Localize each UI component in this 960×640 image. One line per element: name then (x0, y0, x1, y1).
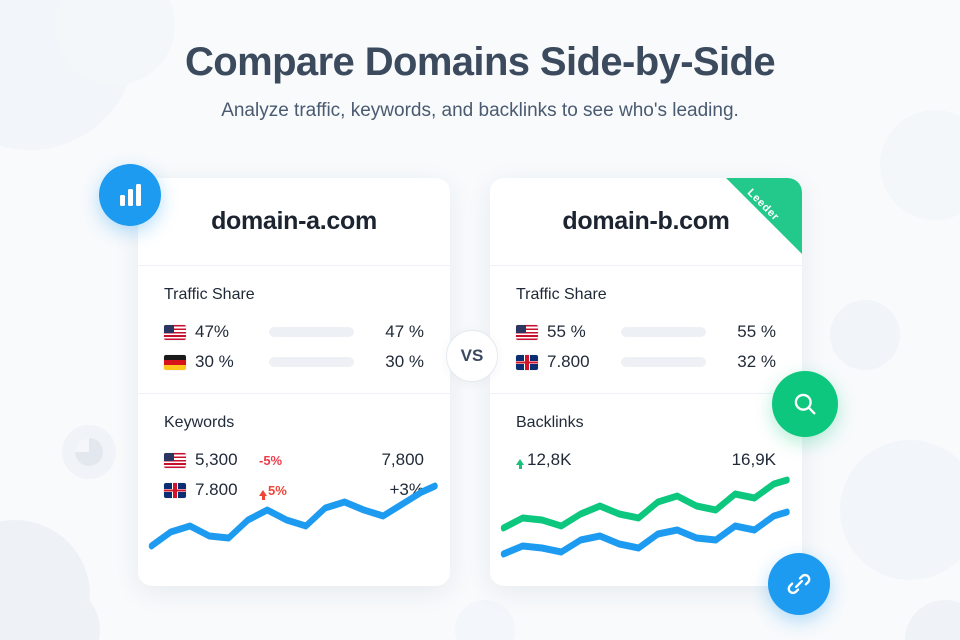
link-icon (787, 573, 811, 595)
card-header-a: domain-a.com (138, 178, 450, 266)
traffic-row: 55 % 55 % (516, 317, 776, 347)
section-title-traffic-share-a: Traffic Share (164, 286, 255, 303)
flag-de-icon (164, 354, 186, 370)
traffic-bar-track (621, 327, 706, 337)
traffic-percent: 47 % (385, 322, 424, 341)
domain-name-a: domain-a.com (211, 207, 377, 235)
search-badge[interactable] (772, 371, 838, 437)
traffic-value: 55 % (547, 322, 586, 341)
traffic-bar-track (269, 357, 354, 367)
search-icon (794, 393, 816, 415)
keyword-delta: 5% (259, 482, 287, 500)
link-badge[interactable] (768, 553, 830, 615)
traffic-bar-track (621, 357, 706, 367)
backlinks-section-b: Backlinks 12,8K 16,9K (490, 393, 802, 511)
sparkline-chart-a (138, 474, 450, 564)
section-title-keywords-a: Keywords (164, 414, 235, 431)
arrow-up-icon (516, 451, 525, 469)
traffic-percent: 32 % (737, 352, 776, 371)
backlink-compare-value: 16,9K (731, 450, 776, 469)
page-subtitle: Analyze traffic, keywords, and backlinks… (221, 100, 739, 121)
traffic-value: 7.800 (547, 352, 590, 371)
section-title-backlinks-b: Backlinks (516, 414, 584, 431)
leader-ribbon-label: Leeder (744, 186, 782, 224)
keyword-row: 5,300 -5% 7,800 (164, 445, 424, 475)
backlink-value: 12,8K (527, 450, 572, 469)
traffic-percent: 55 % (737, 322, 776, 341)
domain-name-b: domain-b.com (562, 207, 730, 235)
traffic-share-section-a: Traffic Share 47% 47 % 30 % 30 % (138, 266, 450, 383)
keyword-value: 7.800 (195, 480, 238, 499)
sparkline-chart-b (490, 474, 802, 564)
traffic-bar-track (269, 327, 354, 337)
bar-chart-icon (119, 184, 141, 206)
flag-us-icon (516, 324, 538, 340)
bar-chart-badge[interactable] (99, 164, 161, 226)
keyword-delta: -5% (259, 452, 283, 468)
section-title-traffic-share-b: Traffic Share (516, 286, 607, 303)
domain-card-b[interactable]: domain-b.com Leeder Traffic Share 55 % 5… (490, 178, 802, 586)
vs-badge: VS (446, 330, 498, 382)
traffic-row: 30 % 30 % (164, 347, 424, 377)
backlink-row: 12,8K 16,9K (516, 445, 776, 475)
flag-us-icon (164, 324, 186, 340)
keyword-delta-text: 5% (268, 482, 287, 498)
flag-gb-icon (164, 482, 186, 498)
page-title: Compare Domains Side-by-Side (185, 40, 776, 84)
traffic-value: 47% (195, 322, 230, 341)
flag-us-icon (164, 452, 186, 468)
keyword-value: 5,300 (195, 450, 238, 469)
keywords-section-a: Keywords 5,300 -5% 7,800 7.800 5% +3% (138, 393, 450, 511)
traffic-row: 7.800 32 % (516, 347, 776, 377)
page-header: Compare Domains Side-by-Side Analyze tra… (0, 38, 960, 122)
arrow-up-icon (259, 489, 267, 500)
traffic-percent: 30 % (385, 352, 424, 371)
traffic-share-section-b: Traffic Share 55 % 55 % 7.800 32 % (490, 266, 802, 383)
flag-gb-icon (516, 354, 538, 370)
card-header-b: domain-b.com Leeder (490, 178, 802, 266)
traffic-row: 47% 47 % (164, 317, 424, 347)
traffic-value: 30 % (195, 352, 234, 371)
domain-card-a[interactable]: domain-a.com Traffic Share 47% 47 % 30 %… (138, 178, 450, 586)
keyword-compare-value: 7,800 (381, 450, 424, 469)
